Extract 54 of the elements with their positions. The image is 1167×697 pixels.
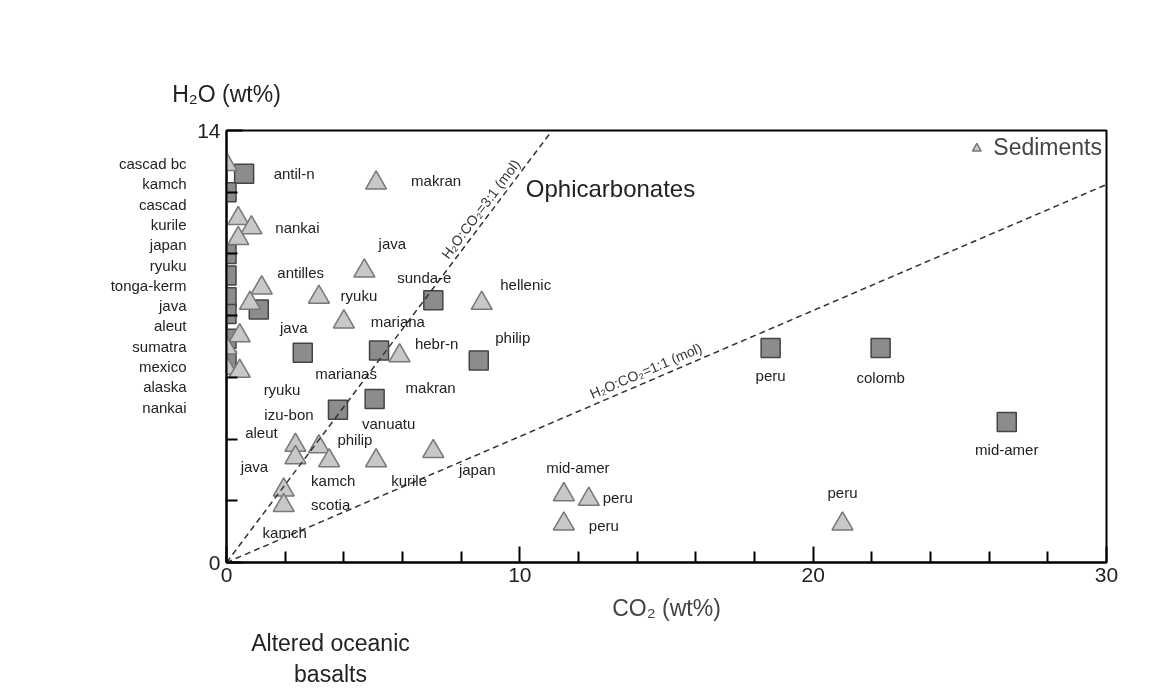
text: aleut <box>153 317 188 335</box>
text: cascad bc <box>118 155 187 172</box>
text: sumatra <box>132 337 188 355</box>
annotation: makran <box>411 172 462 190</box>
x-tick-label: 20 <box>801 562 825 586</box>
text: alaska <box>143 378 188 396</box>
annotation: antil-n <box>273 165 315 183</box>
text: kurile <box>150 215 187 233</box>
annotation: hebr-n <box>414 335 459 353</box>
annotation: kamch <box>262 523 307 541</box>
annotation: sunda-e <box>397 268 452 286</box>
annotation: kamch <box>311 472 356 490</box>
annotation: java <box>279 319 309 337</box>
annotation: ryuku <box>263 381 301 399</box>
text: nankai <box>142 398 187 416</box>
annotation: japan <box>457 460 496 478</box>
y-axis-title: H₂O (wt%) <box>172 80 281 107</box>
annotation: peru <box>827 484 858 502</box>
annotation: aleut <box>245 423 279 441</box>
annotation: colomb <box>856 368 905 386</box>
y-tick-label: 14 <box>197 118 221 142</box>
annotation: marianas <box>315 365 377 383</box>
annotation: java <box>377 235 407 253</box>
text: mexico <box>138 358 187 375</box>
annotation: antilles <box>277 264 325 282</box>
annotation: mid-amer <box>546 459 610 477</box>
annotation: java <box>239 458 269 476</box>
annotation: vanuatu <box>361 415 416 433</box>
text: cascad <box>138 195 187 213</box>
legend-label: Sediments <box>993 134 1102 161</box>
annotation: nankai <box>275 219 320 237</box>
text: java <box>157 297 188 315</box>
text: japan <box>148 236 187 254</box>
text: tonga-kerm <box>110 276 187 294</box>
annotation: philip <box>337 431 373 449</box>
x-axis-title: CO₂ (wt%) <box>612 594 721 621</box>
annotation: peru <box>755 366 786 384</box>
annotation: philip <box>495 328 531 346</box>
annotation: Ophicarbonates <box>525 175 696 202</box>
x-tick-label: 10 <box>508 562 532 586</box>
annotation: ryuku <box>340 286 378 304</box>
text: kamch <box>142 175 187 193</box>
annotation: peru <box>602 488 633 506</box>
annotation: makran <box>405 379 456 397</box>
annotation: scotia <box>311 495 351 513</box>
x-tick-label: 30 <box>1094 562 1119 586</box>
text: Altered oceanic basalts <box>251 629 410 687</box>
annotation: mid-amer <box>975 440 1039 458</box>
annotation: hellenic <box>500 275 552 293</box>
annotation: peru <box>588 517 619 535</box>
annotation: kurile <box>391 472 428 490</box>
annotation: izu-bon <box>264 406 314 424</box>
text: ryuku <box>149 256 187 274</box>
annotation: mariana <box>370 313 426 331</box>
